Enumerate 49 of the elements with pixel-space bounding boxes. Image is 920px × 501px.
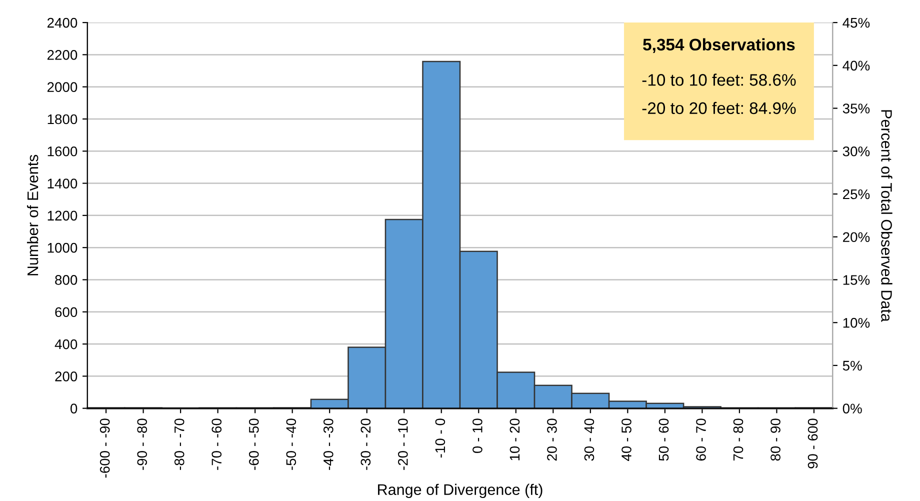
- x-tick-label: 90 - 600: [808, 418, 818, 468]
- x-tick-label: 10 - 20: [510, 418, 520, 460]
- y-tick-label: 1800: [48, 114, 78, 124]
- x-tick-label: 30 - 40: [584, 418, 594, 461]
- x-tick-label: -600 - -90: [100, 418, 110, 478]
- x-axis-title: Range of Divergence (ft): [378, 484, 542, 498]
- y2-tick-label: 40%: [842, 60, 870, 71]
- x-tick-label: -30 - -20: [360, 418, 371, 470]
- y2-tick-label: 15%: [843, 275, 870, 285]
- y-tick-label: 600: [55, 307, 78, 318]
- y2-tick-label: 25%: [843, 189, 870, 200]
- y2-axis-title: Percent of Total Observed Data: [881, 110, 892, 322]
- y-tick-label: 1200: [48, 210, 78, 221]
- x-tick-label: 40 - 50: [622, 418, 632, 461]
- y-tick-label: 1400: [48, 178, 78, 188]
- annotation: 5,354 Observations: [643, 38, 795, 53]
- y2-tick-label: 10%: [843, 318, 870, 328]
- annotation: -10 to 10 feet: 58.6%: [642, 74, 796, 86]
- y-tick-label: 400: [54, 339, 78, 350]
- y-tick-label: 1600: [48, 146, 78, 156]
- x-tick-label: 60 - 70: [696, 418, 706, 461]
- x-tick-label: 20 - 30: [547, 418, 557, 461]
- x-tick-label: -20 - -10: [398, 418, 408, 470]
- y2-tick-label: 20%: [843, 232, 870, 242]
- x-tick-label: -50 - -40: [286, 418, 296, 470]
- x-tick-label: -70 - -60: [212, 418, 222, 470]
- y2-tick-label: 35%: [842, 104, 870, 114]
- annotation: -20 to 20 feet: 84.9%: [642, 102, 796, 114]
- y2-tick-label: 5%: [842, 360, 862, 371]
- y-tick-label: 200: [55, 372, 78, 382]
- y-tick-label: 2000: [47, 82, 78, 92]
- y-axis-title: Number of Events: [26, 154, 38, 276]
- x-tick-label: -80 - -70: [174, 418, 184, 470]
- x-tick-label: -60 - -50: [248, 418, 259, 470]
- x-tick-label: -40 - -30: [323, 418, 334, 470]
- y2-tick-label: 45%: [842, 18, 870, 28]
- x-tick-label: 80 - 90: [770, 418, 780, 461]
- y-tick-label: 800: [55, 275, 78, 285]
- x-tick-label: 50 - 60: [658, 418, 669, 461]
- y-tick-label: 2200: [47, 50, 78, 60]
- x-tick-label: 0 - 10: [472, 418, 482, 454]
- x-tick-label: 70 - 80: [733, 418, 744, 461]
- y-tick-label: 2400: [47, 18, 78, 28]
- y-tick-label: 0: [70, 404, 78, 414]
- x-tick-label: -10 - 0: [435, 418, 446, 458]
- y2-tick-label: 30%: [842, 146, 870, 156]
- x-tick-label: -90 - -80: [137, 418, 148, 470]
- y-tick-label: 1000: [48, 242, 78, 253]
- y2-tick-label: 0%: [842, 404, 862, 414]
